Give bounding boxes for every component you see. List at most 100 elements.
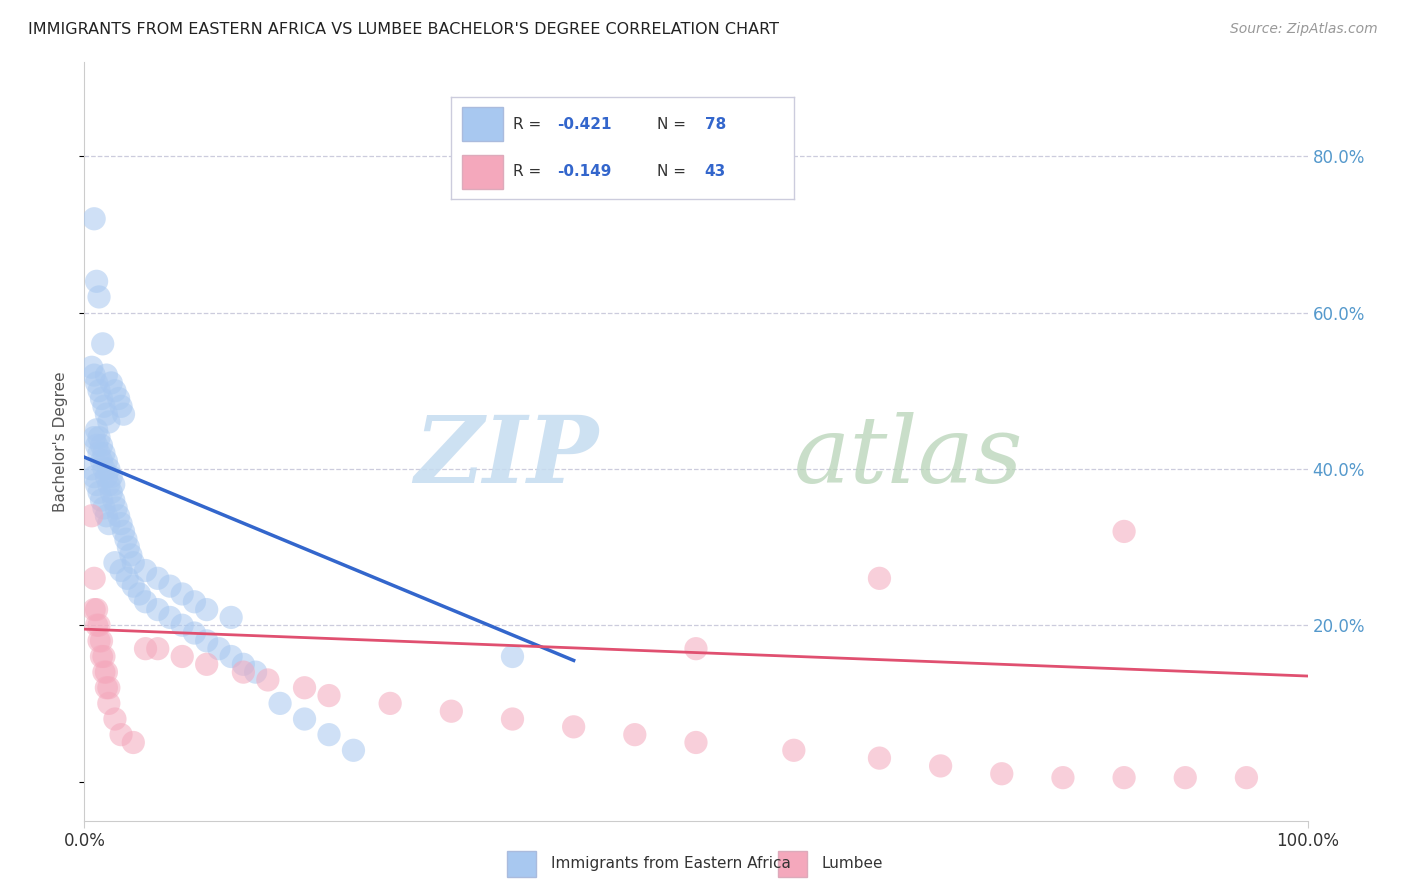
Point	[294, 712, 316, 726]
Point	[110, 564, 132, 578]
Point	[122, 735, 145, 749]
Point	[929, 759, 952, 773]
Point	[115, 533, 138, 547]
Point	[100, 469, 122, 483]
Point	[110, 728, 132, 742]
Point	[685, 641, 707, 656]
Point	[195, 633, 218, 648]
Point	[232, 657, 254, 672]
Point	[115, 571, 138, 585]
Point	[135, 641, 157, 656]
Point	[624, 728, 647, 742]
Point	[1236, 771, 1258, 785]
Point	[96, 454, 118, 468]
Point	[86, 274, 108, 288]
Point	[294, 681, 316, 695]
Point	[90, 392, 112, 406]
Point	[97, 415, 120, 429]
Point	[122, 556, 145, 570]
Point	[97, 516, 120, 531]
Point	[502, 649, 524, 664]
Point	[146, 602, 169, 616]
Point	[208, 641, 231, 656]
Point	[991, 766, 1014, 780]
Point	[91, 336, 114, 351]
Point	[90, 454, 112, 468]
Point	[183, 626, 205, 640]
Text: atlas: atlas	[794, 412, 1024, 501]
Point	[135, 595, 157, 609]
Point	[83, 431, 105, 445]
Point	[87, 446, 110, 460]
Point	[96, 407, 118, 421]
Point	[103, 477, 125, 491]
Point	[87, 485, 110, 500]
Point	[318, 728, 340, 742]
Point	[195, 602, 218, 616]
Point	[93, 446, 115, 460]
Point	[83, 211, 105, 226]
Point	[83, 469, 105, 483]
Point	[83, 368, 105, 383]
Point	[86, 602, 108, 616]
Point	[107, 392, 129, 406]
Point	[90, 649, 112, 664]
Point	[122, 579, 145, 593]
Point	[103, 493, 125, 508]
Point	[90, 633, 112, 648]
Point	[96, 681, 118, 695]
Point	[269, 697, 291, 711]
Point	[93, 462, 115, 476]
Point	[86, 423, 108, 437]
Point	[1174, 771, 1197, 785]
Point	[1052, 771, 1074, 785]
Point	[83, 571, 105, 585]
Point	[783, 743, 806, 757]
Point	[146, 571, 169, 585]
Point	[1114, 771, 1136, 785]
Point	[83, 602, 105, 616]
Point	[110, 516, 132, 531]
Point	[87, 431, 110, 445]
Point	[96, 469, 118, 483]
Point	[100, 485, 122, 500]
Point	[104, 712, 127, 726]
Point	[172, 587, 194, 601]
Point	[100, 376, 122, 390]
Point	[159, 610, 181, 624]
Point	[117, 540, 139, 554]
Text: ZIP: ZIP	[413, 412, 598, 501]
Point	[86, 376, 108, 390]
Point	[97, 462, 120, 476]
Point	[245, 665, 267, 680]
Point	[90, 438, 112, 452]
Point	[93, 665, 115, 680]
Point	[172, 618, 194, 632]
Point	[112, 524, 135, 539]
Point	[869, 571, 891, 585]
Point	[502, 712, 524, 726]
Point	[440, 704, 463, 718]
Point	[93, 649, 115, 664]
Text: Immigrants from Eastern Africa: Immigrants from Eastern Africa	[551, 855, 792, 871]
Point	[183, 595, 205, 609]
Point	[87, 384, 110, 398]
Point	[685, 735, 707, 749]
Point	[96, 508, 118, 523]
Point	[93, 500, 115, 515]
Point	[86, 438, 108, 452]
Point	[97, 477, 120, 491]
Point	[96, 368, 118, 383]
Point	[562, 720, 585, 734]
Point	[120, 548, 142, 562]
Point	[104, 384, 127, 398]
Point	[86, 477, 108, 491]
Point	[86, 618, 108, 632]
Point	[232, 665, 254, 680]
Point	[257, 673, 280, 687]
Point	[195, 657, 218, 672]
Point	[110, 400, 132, 414]
Point	[869, 751, 891, 765]
Point	[112, 407, 135, 421]
Point	[96, 665, 118, 680]
